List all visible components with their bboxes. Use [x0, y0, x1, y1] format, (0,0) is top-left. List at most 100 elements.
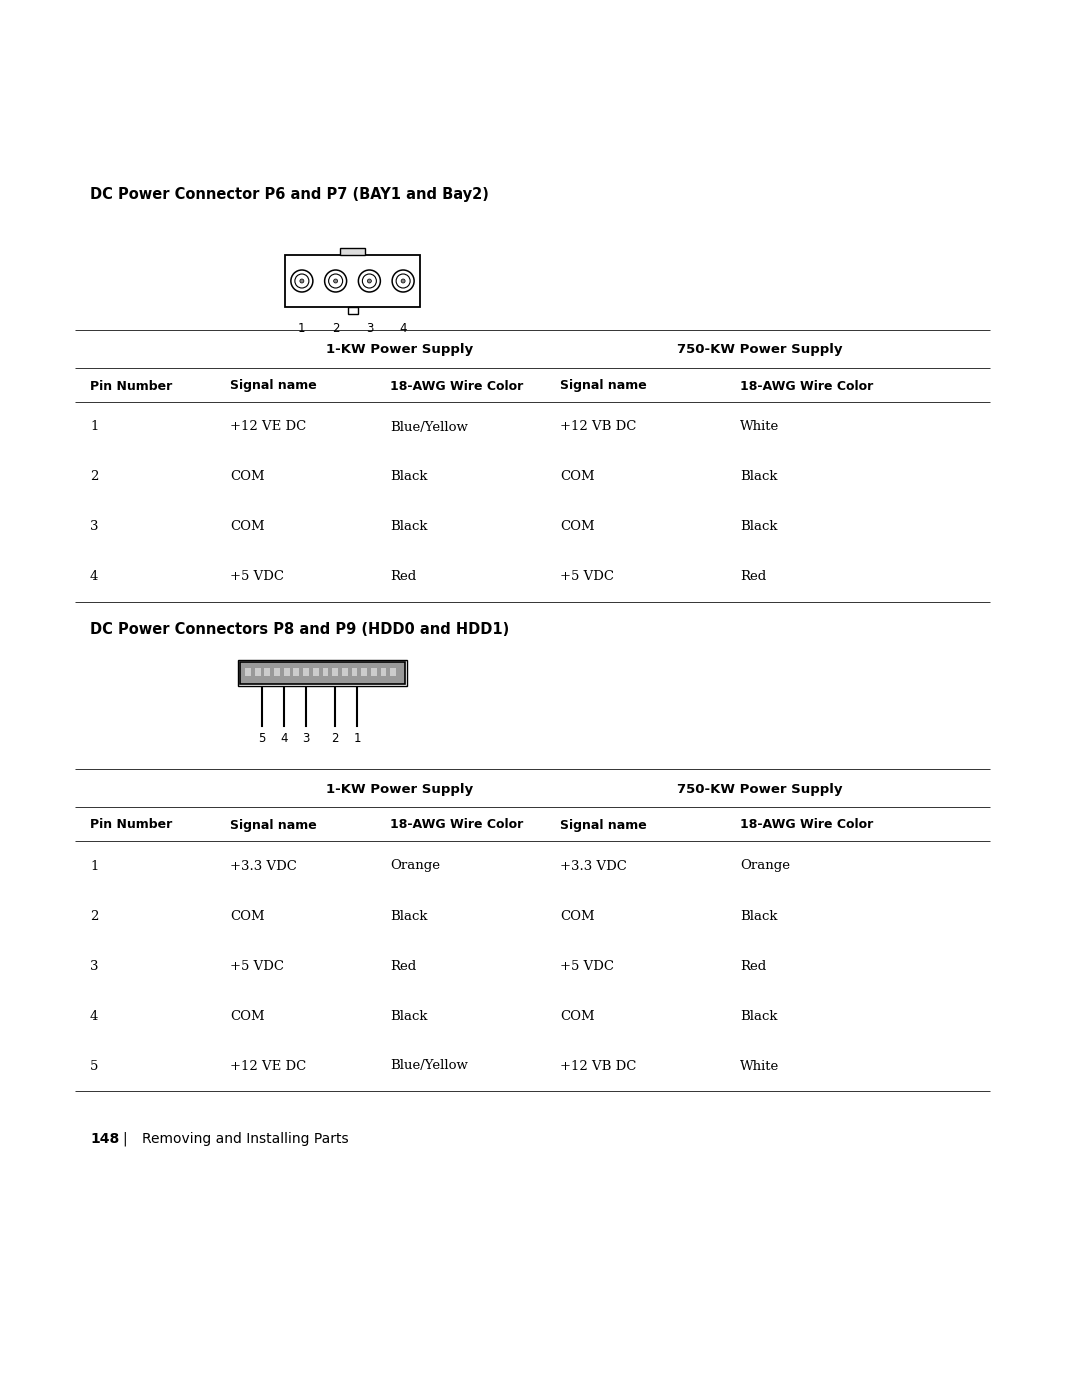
Text: Black: Black: [740, 471, 778, 483]
Text: Red: Red: [390, 570, 416, 584]
Text: 4: 4: [90, 1010, 98, 1023]
Text: 18-AWG Wire Color: 18-AWG Wire Color: [390, 819, 523, 831]
Text: COM: COM: [230, 1010, 265, 1023]
Text: Blue/Yellow: Blue/Yellow: [390, 420, 468, 433]
Text: +5 VDC: +5 VDC: [561, 960, 615, 972]
Text: COM: COM: [561, 471, 595, 483]
Text: Pin Number: Pin Number: [90, 380, 172, 393]
Text: 1-KW Power Supply: 1-KW Power Supply: [326, 782, 473, 795]
Text: 2: 2: [332, 732, 339, 745]
Bar: [370, 668, 377, 676]
Bar: [348, 307, 357, 314]
Text: Orange: Orange: [740, 859, 789, 873]
Text: +12 VB DC: +12 VB DC: [561, 420, 636, 433]
Circle shape: [334, 279, 338, 284]
Text: 3: 3: [90, 960, 98, 972]
Text: 4: 4: [90, 570, 98, 584]
Circle shape: [401, 279, 405, 284]
Text: 148: 148: [90, 1132, 119, 1146]
Text: 1: 1: [353, 732, 361, 745]
Circle shape: [325, 270, 347, 292]
Text: Black: Black: [740, 1010, 778, 1023]
Circle shape: [291, 270, 313, 292]
Text: 750-KW Power Supply: 750-KW Power Supply: [677, 782, 842, 795]
Bar: [342, 668, 348, 676]
Text: COM: COM: [230, 471, 265, 483]
Text: 4: 4: [280, 732, 287, 745]
Text: 1: 1: [90, 420, 98, 433]
Text: +3.3 VDC: +3.3 VDC: [561, 859, 626, 873]
Text: 1-KW Power Supply: 1-KW Power Supply: [326, 344, 473, 356]
Text: 2: 2: [90, 471, 98, 483]
Text: +12 VB DC: +12 VB DC: [561, 1059, 636, 1073]
Bar: [284, 668, 289, 676]
Text: 3: 3: [366, 323, 373, 335]
Text: 750-KW Power Supply: 750-KW Power Supply: [677, 344, 842, 356]
Text: Black: Black: [390, 521, 428, 534]
Text: 2: 2: [332, 323, 339, 335]
Circle shape: [328, 274, 342, 288]
Text: +12 VE DC: +12 VE DC: [230, 420, 307, 433]
Text: DC Power Connector P6 and P7 (BAY1 and Bay2): DC Power Connector P6 and P7 (BAY1 and B…: [90, 187, 489, 203]
Bar: [380, 668, 387, 676]
Text: Black: Black: [740, 909, 778, 922]
Bar: [274, 668, 280, 676]
Bar: [245, 668, 251, 676]
Text: +12 VE DC: +12 VE DC: [230, 1059, 307, 1073]
Text: COM: COM: [561, 1010, 595, 1023]
Bar: [240, 662, 405, 685]
Bar: [323, 668, 328, 676]
Text: COM: COM: [561, 521, 595, 534]
Text: Signal name: Signal name: [230, 819, 316, 831]
Text: Orange: Orange: [390, 859, 440, 873]
Bar: [333, 668, 338, 676]
Text: 18-AWG Wire Color: 18-AWG Wire Color: [740, 819, 874, 831]
Text: +5 VDC: +5 VDC: [230, 570, 284, 584]
Text: Black: Black: [390, 471, 428, 483]
Text: Blue/Yellow: Blue/Yellow: [390, 1059, 468, 1073]
Text: DC Power Connectors P8 and P9 (HDD0 and HDD1): DC Power Connectors P8 and P9 (HDD0 and …: [90, 623, 510, 637]
Circle shape: [392, 270, 414, 292]
Text: 18-AWG Wire Color: 18-AWG Wire Color: [390, 380, 523, 393]
Bar: [265, 668, 270, 676]
Text: White: White: [740, 420, 780, 433]
Circle shape: [359, 270, 380, 292]
Text: COM: COM: [561, 909, 595, 922]
Text: +3.3 VDC: +3.3 VDC: [230, 859, 297, 873]
Text: Black: Black: [390, 1010, 428, 1023]
Bar: [285, 256, 420, 307]
Bar: [390, 668, 396, 676]
Circle shape: [396, 274, 410, 288]
Text: Black: Black: [740, 521, 778, 534]
Text: 5: 5: [90, 1059, 98, 1073]
Text: COM: COM: [230, 521, 265, 534]
Text: White: White: [740, 1059, 780, 1073]
Text: Pin Number: Pin Number: [90, 819, 172, 831]
Text: 1: 1: [90, 859, 98, 873]
Bar: [313, 668, 319, 676]
Text: Removing and Installing Parts: Removing and Installing Parts: [141, 1132, 349, 1146]
Text: +5 VDC: +5 VDC: [561, 570, 615, 584]
Circle shape: [300, 279, 303, 284]
Text: +5 VDC: +5 VDC: [230, 960, 284, 972]
Text: Signal name: Signal name: [561, 380, 647, 393]
Text: Signal name: Signal name: [230, 380, 316, 393]
Bar: [238, 659, 407, 686]
Text: 1: 1: [298, 323, 306, 335]
Bar: [294, 668, 299, 676]
Text: Red: Red: [390, 960, 416, 972]
Bar: [255, 668, 260, 676]
Text: Red: Red: [740, 960, 766, 972]
Text: 3: 3: [302, 732, 310, 745]
Text: Black: Black: [390, 909, 428, 922]
Bar: [361, 668, 367, 676]
Bar: [340, 249, 365, 256]
Bar: [303, 668, 309, 676]
Text: Signal name: Signal name: [561, 819, 647, 831]
Text: 18-AWG Wire Color: 18-AWG Wire Color: [740, 380, 874, 393]
Text: 3: 3: [90, 521, 98, 534]
Circle shape: [295, 274, 309, 288]
Text: 5: 5: [258, 732, 266, 745]
Text: |: |: [122, 1132, 126, 1147]
Text: COM: COM: [230, 909, 265, 922]
